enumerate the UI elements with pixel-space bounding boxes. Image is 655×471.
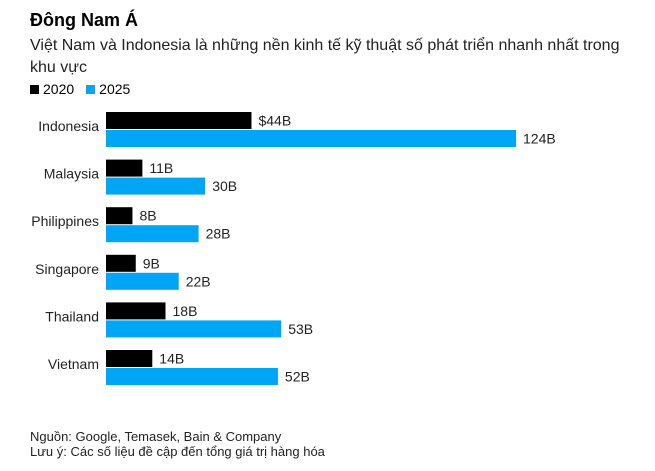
legend-label-2025: 2025 <box>99 81 131 97</box>
chart-subtitle: Việt Nam và Indonesia là những nền kinh … <box>30 37 620 76</box>
category-label-vietnam: Vietnam <box>48 356 99 372</box>
data-label-2025-philippines: 28B <box>206 226 231 242</box>
bar-2020-singapore <box>106 254 136 272</box>
data-label-2025-indonesia: 124B <box>523 131 556 147</box>
legend-label-2020: 2020 <box>43 81 75 97</box>
bar-2025-indonesia <box>106 130 516 147</box>
footer: Nguồn: Google, Temasek, Bain & Company L… <box>30 429 325 459</box>
legend-swatch-2020 <box>30 84 39 94</box>
legend-item-2020: 2020 <box>30 81 74 97</box>
bar-2025-thailand <box>106 320 282 338</box>
bar-2020-philippines <box>106 207 133 225</box>
data-label-2025-singapore: 22B <box>186 273 211 289</box>
category-label-malaysia: Malaysia <box>44 166 99 182</box>
data-label-2025-thailand: 53B <box>288 321 313 337</box>
bar-2020-indonesia <box>106 112 252 129</box>
category-label-thailand: Thailand <box>45 308 99 324</box>
bar-2025-vietnam <box>106 368 278 385</box>
bar-2025-philippines <box>106 225 199 243</box>
data-label-2020-singapore: 9B <box>143 255 160 271</box>
category-label-indonesia: Indonesia <box>38 118 99 134</box>
bar-2020-thailand <box>106 302 166 320</box>
data-label-2020-vietnam: 14B <box>159 351 184 367</box>
bar-2025-malaysia <box>106 177 206 195</box>
data-label-2020-philippines: 8B <box>139 208 156 224</box>
bar-2025-singapore <box>106 272 179 290</box>
data-label-2020-indonesia: $44B <box>258 113 291 129</box>
legend: 2020 2025 <box>30 81 130 97</box>
chart-title: Đông Nam Á <box>30 10 138 30</box>
bar-2020-vietnam <box>106 350 153 367</box>
legend-item-2025: 2025 <box>86 81 130 97</box>
data-label-2020-malaysia: 11B <box>149 160 173 176</box>
category-label-philippines: Philippines <box>31 213 99 229</box>
category-label-singapore: Singapore <box>35 261 99 277</box>
data-label-2020-thailand: 18B <box>173 303 198 319</box>
footnote: Lưu ý: Các số liệu đề cập đến tổng giá t… <box>30 444 325 459</box>
legend-swatch-2025 <box>86 84 96 94</box>
data-label-2025-vietnam: 52B <box>285 369 310 385</box>
source-note: Nguồn: Google, Temasek, Bain & Company <box>30 429 282 444</box>
bar-2020-malaysia <box>106 159 143 177</box>
data-label-2025-malaysia: 30B <box>212 178 237 194</box>
